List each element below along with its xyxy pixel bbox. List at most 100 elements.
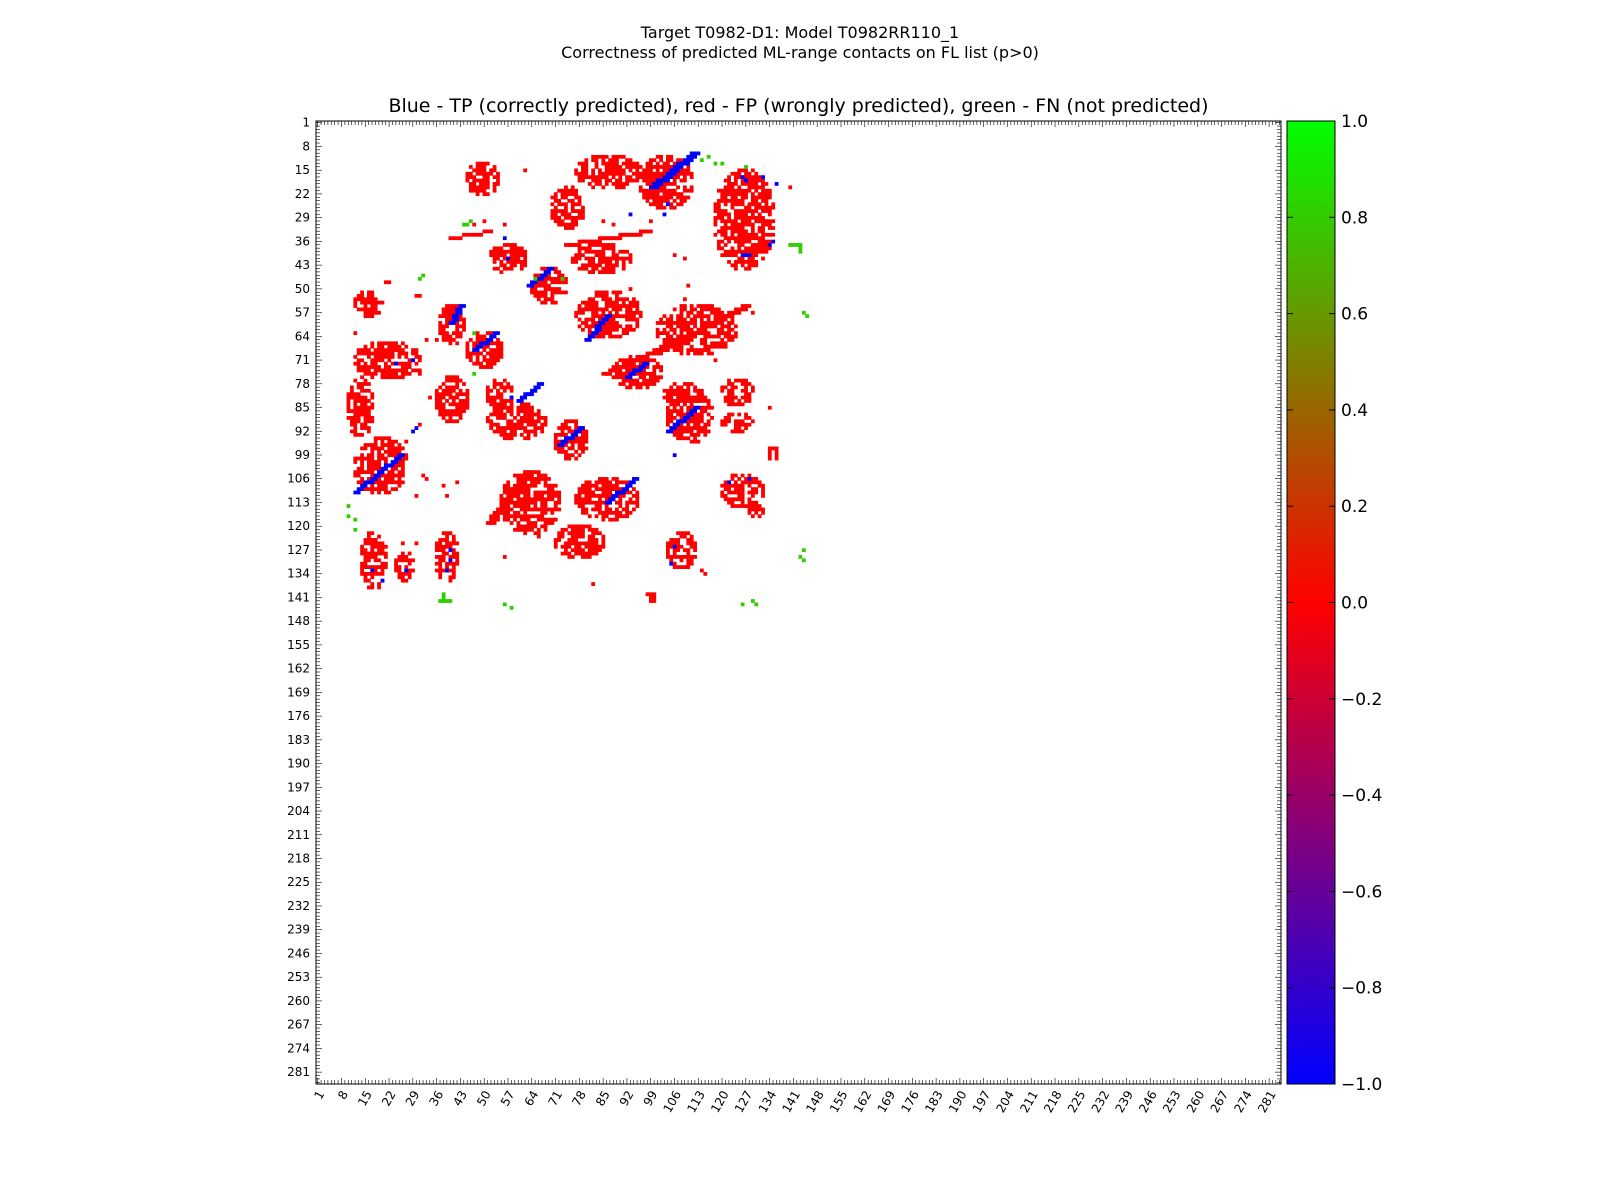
contact-cell-fp <box>377 585 381 590</box>
contact-cell-fp <box>533 290 538 295</box>
contact-cell-fp <box>740 198 745 203</box>
contact-cell-fp <box>767 453 772 458</box>
contact-cell-fp <box>451 555 456 559</box>
contact-cell-fp <box>672 348 677 352</box>
contact-cell-fp <box>492 521 497 525</box>
contact-cell-fp <box>648 192 653 196</box>
contact-cell-fp <box>441 538 446 542</box>
contact-cell-fp <box>598 293 602 298</box>
contact-cell-fp <box>553 541 558 546</box>
contact-cell-fp <box>594 182 599 186</box>
contact-cell-fp <box>499 351 504 356</box>
contact-cell-fp <box>533 497 538 502</box>
contact-cell-fp <box>750 500 755 505</box>
contact-cell-fp <box>462 405 466 410</box>
contact-cell-fp <box>366 460 371 464</box>
contact-cell-fp <box>394 439 398 444</box>
contact-cell-fp <box>584 168 589 173</box>
contact-cell-fp <box>553 446 558 451</box>
contact-cell-fp <box>655 161 660 166</box>
contact-cell-fp <box>513 483 517 488</box>
contact-cell-fp <box>655 165 660 169</box>
contact-cell-fp <box>353 473 358 478</box>
contact-cell-fp <box>502 517 507 522</box>
contact-cell-fp <box>594 239 599 244</box>
contact-cell-fp <box>383 456 388 461</box>
contact-cell-fp <box>502 263 507 268</box>
contact-cell-fp <box>733 209 738 213</box>
contact-cell-fp <box>584 175 589 180</box>
contact-cell-fp <box>360 385 364 390</box>
contact-cell-fp <box>485 185 490 190</box>
contact-cell-fp <box>757 192 762 196</box>
contact-cell-fp <box>360 426 364 430</box>
contact-cell-fp <box>530 405 534 410</box>
contact-cell-fn <box>798 243 803 247</box>
contact-cell-fp <box>462 399 466 403</box>
contact-cell-fp <box>598 256 602 261</box>
contact-cell-fp <box>723 209 728 213</box>
contact-cell-fp <box>747 232 752 237</box>
contact-cell-fp <box>516 524 521 529</box>
contact-cell-fp <box>747 246 752 251</box>
contact-cell-fp <box>679 558 684 563</box>
contact-cell-fp <box>564 551 568 556</box>
contact-cell-fp <box>767 195 772 200</box>
contact-cell-tp <box>373 477 378 481</box>
contact-cell-fp <box>652 371 657 376</box>
contact-cell-fp <box>693 317 697 322</box>
contact-cell-fp <box>584 432 589 437</box>
contact-cell-fp <box>598 182 602 186</box>
contact-cell-fp <box>706 348 711 352</box>
contact-cell-fp <box>679 327 684 332</box>
contact-cell-fp <box>618 514 623 519</box>
contact-cell-fp <box>662 321 667 325</box>
contact-cell-fp <box>397 463 402 468</box>
contact-cell-fp <box>611 182 616 186</box>
contact-cell-fp <box>468 165 473 169</box>
contact-cell-fp <box>720 195 725 200</box>
contact-cell-fp <box>581 175 585 180</box>
contact-cell-fp <box>499 416 504 420</box>
contact-cell-fp <box>740 480 745 485</box>
contact-cell-fp <box>438 568 443 573</box>
contact-cell-fp <box>496 517 500 522</box>
contact-cell-fp <box>720 388 725 393</box>
contact-cell-fp <box>659 205 663 210</box>
contact-cell-fp <box>737 202 742 207</box>
contact-cell-fp <box>465 171 470 176</box>
contact-cell-tp <box>676 165 680 169</box>
contact-cell-fp <box>696 351 701 356</box>
contact-cell-fn <box>795 243 799 247</box>
contact-cell-fp <box>740 232 745 237</box>
x-tick-label: 8 <box>335 1088 351 1102</box>
contact-cell-tp <box>679 419 684 424</box>
contact-cell-fp <box>682 548 687 553</box>
contact-cell-fp <box>509 402 514 407</box>
contact-cell-tp <box>686 158 691 163</box>
contact-cell-fp <box>730 497 735 502</box>
contact-cell-fp <box>584 439 589 444</box>
contact-cell-fp <box>761 219 765 224</box>
contact-cell-fp <box>550 521 555 525</box>
contact-cell-fp <box>363 304 368 308</box>
contact-cell-fp <box>659 154 663 159</box>
contact-cell-fp <box>730 232 735 237</box>
contact-cell-fp <box>540 514 545 519</box>
contact-cell-fp <box>642 175 646 180</box>
contact-cell-fp <box>672 331 677 336</box>
contact-cell-fp <box>587 551 592 556</box>
contact-cell-fp <box>710 344 714 349</box>
contact-cell-fp <box>509 500 514 505</box>
contact-cell-fp <box>720 317 725 322</box>
contact-cell-fp <box>564 456 568 461</box>
contact-cell-fp <box>451 338 456 342</box>
contact-cell-fn <box>346 514 351 519</box>
contact-cell-tp <box>506 256 511 261</box>
x-tick-label: 232 <box>1089 1088 1113 1115</box>
contact-cell-fp <box>414 348 419 352</box>
contact-cell-fp <box>499 409 504 414</box>
contact-cell-tp <box>458 307 463 312</box>
contact-cell-fp <box>502 385 507 390</box>
contact-cell-fp <box>577 256 582 261</box>
